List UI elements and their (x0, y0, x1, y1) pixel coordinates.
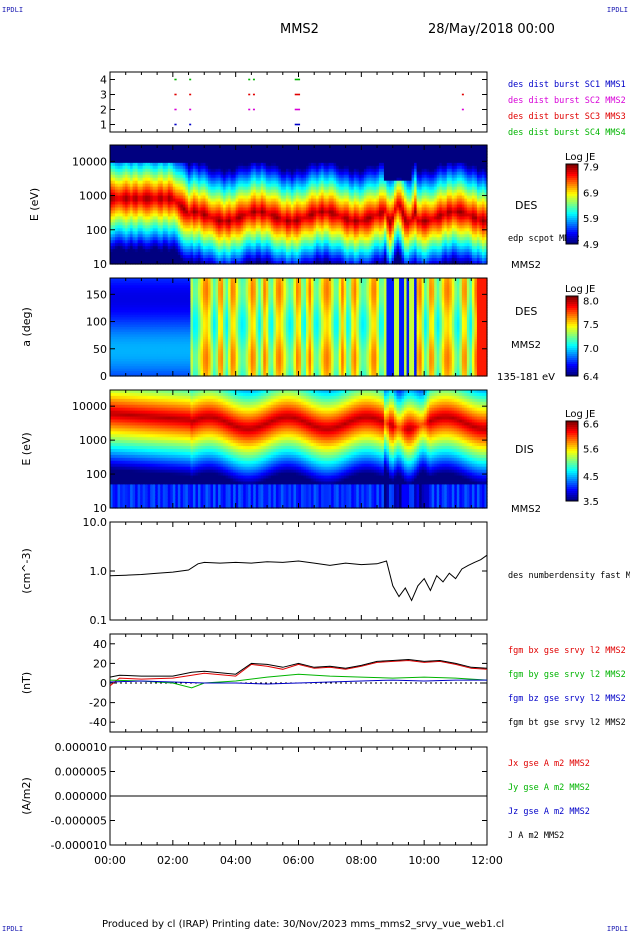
burst-interval-mark (248, 109, 250, 111)
burst-interval-mark (248, 94, 250, 96)
burst-legend-label: des dist burst SC4 MMS4 (508, 128, 626, 138)
burst-interval-mark (295, 124, 300, 126)
burst-interval-mark (295, 94, 300, 96)
burst-interval-mark (253, 94, 255, 96)
burst-interval-mark (174, 124, 176, 126)
burst-interval-mark (189, 79, 191, 81)
burst-y-tick-label: 3 (100, 89, 107, 102)
burst-interval-mark (253, 79, 255, 81)
burst-legend-label: des dist burst SC1 MMS1 (508, 80, 626, 90)
burst-interval-mark (253, 109, 255, 111)
burst-interval-mark (174, 79, 176, 81)
burst-interval-mark (189, 124, 191, 126)
burst-legend-label: des dist burst SC3 MMS3 (508, 112, 626, 122)
burst-legend-label: des dist burst SC2 MMS2 (508, 96, 626, 106)
burst-panel-frame (110, 72, 487, 132)
burst-y-tick-label: 4 (100, 74, 107, 87)
summary-plot: 1 2 3 4 des dist burst SC1 MMS1 des dist burs… (0, 0, 630, 934)
burst-interval-mark (295, 109, 300, 111)
burst-interval-mark (295, 79, 300, 81)
burst-interval-mark (174, 109, 176, 111)
burst-interval-mark (189, 109, 191, 111)
burst-interval-mark (174, 94, 176, 96)
burst-interval-mark (462, 109, 464, 111)
burst-interval-mark (248, 79, 250, 81)
burst-y-tick-label: 1 (100, 119, 107, 132)
burst-y-tick-label: 2 (100, 104, 107, 117)
burst-interval-mark (462, 94, 464, 96)
burst-interval-mark (189, 94, 191, 96)
